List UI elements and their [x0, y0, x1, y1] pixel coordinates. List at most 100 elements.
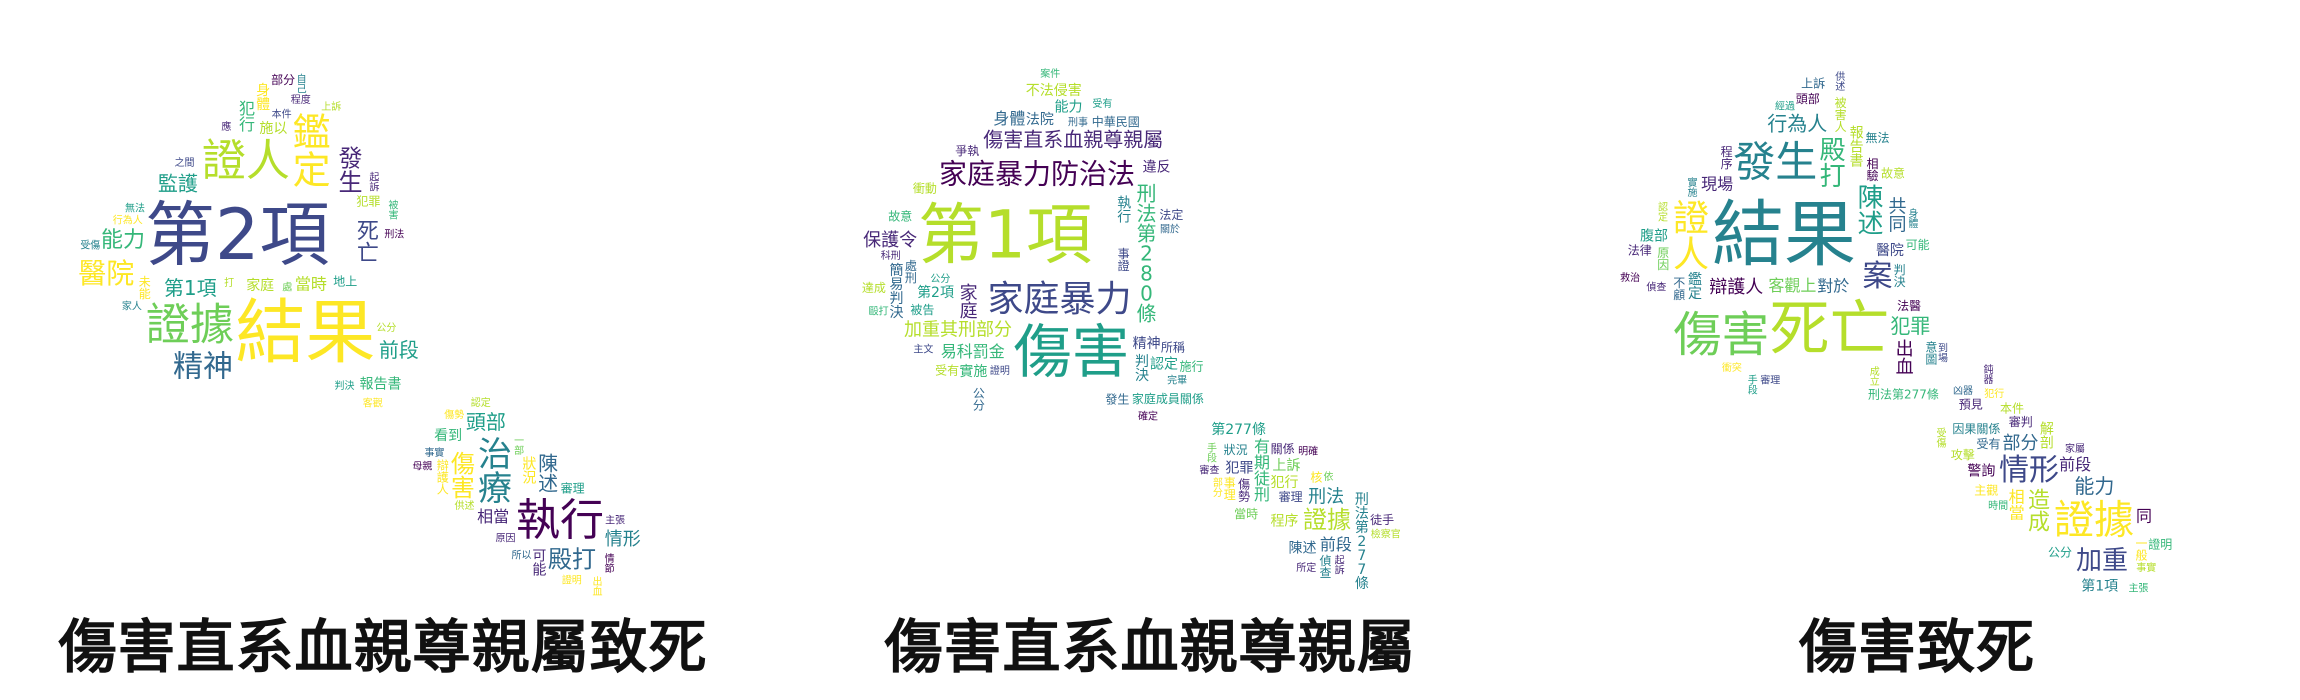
cloud-word: 鈍器	[1983, 363, 1993, 386]
cloud-word: 被害	[389, 199, 399, 222]
cloud-word: 程度	[291, 93, 311, 106]
cloud-word: 證明	[562, 574, 582, 587]
cloud-word: 爭執	[955, 144, 979, 158]
cloud-word: 傷害	[1673, 307, 1769, 363]
cloud-word: 主張	[2128, 582, 2148, 594]
cloud-word: 原因	[496, 533, 516, 545]
cloud-word: 報告書	[1850, 125, 1864, 169]
cloud-word: 犯罪	[1890, 314, 1930, 338]
cloud-word: 案件	[1040, 67, 1060, 80]
cloud-word: 能力	[1055, 100, 1083, 116]
cloud-word: 行為人	[1767, 111, 1827, 135]
cloud-word: 程序	[1721, 144, 1733, 171]
cloud-word: 事理	[1224, 476, 1236, 502]
cloud-word: 受傷	[1937, 428, 1947, 450]
cloud-word: 無法	[1866, 130, 1890, 145]
cloud-word: 故意	[1881, 166, 1905, 181]
cloud-word: 到場	[1938, 342, 1948, 364]
cloud-word: 一部	[514, 436, 524, 457]
cloud-word: 實施	[959, 363, 987, 380]
cloud-word: 認定	[471, 396, 491, 409]
cloud-word: 刑法第277條	[1868, 388, 1939, 402]
cloud-word: 出血	[593, 575, 603, 598]
cloud-word: 判決	[334, 380, 354, 392]
cloud-word: 施行	[1179, 360, 1203, 374]
cloud-word: 本件	[2000, 402, 2024, 416]
wordcloud-caption: 傷害致死	[1798, 613, 2035, 681]
cloud-word: 本件	[272, 107, 292, 120]
cloud-word: 被告	[910, 303, 934, 317]
cloud-word: 認定	[1150, 356, 1178, 372]
cloud-word: 精神	[1133, 336, 1161, 352]
cloud-word: 死亡	[1770, 295, 1890, 365]
cloud-word: 母親	[412, 459, 432, 472]
cloud-word: 主文	[913, 342, 933, 355]
cloud-word: 狀況	[1224, 442, 1248, 457]
cloud-word: 易科罰金	[941, 342, 1005, 361]
cloud-word: 證人	[202, 136, 290, 187]
cloud-word: 故意	[888, 209, 912, 224]
cloud-word: 第2項	[917, 284, 954, 301]
cloud-word: 部分	[1213, 476, 1223, 499]
cloud-word: 發生	[1105, 391, 1129, 406]
cloud-word: 所稱	[1161, 340, 1185, 354]
cloud-word: 醫院	[78, 257, 134, 290]
cloud-word: 證明	[990, 364, 1010, 377]
cloud-word: 執行	[516, 495, 604, 546]
cloud-word: 監護	[158, 172, 198, 196]
cloud-word: 時間	[1988, 500, 2008, 512]
cloud-word: 當時	[295, 274, 327, 293]
cloud-word: 主觀	[1974, 483, 1998, 497]
cloud-word: 有期徒刑	[1254, 437, 1270, 504]
wordcloud-panel-1: 第2項 結果 證據 證人 執行 鑑定 治療 精神 醫院 殿打 發生 傷害 死亡 能力 陳述 第1項 頭部 前段 監護…	[0, 0, 766, 700]
cloud-word: 頭部	[466, 410, 506, 434]
cloud-word: 所以	[512, 550, 532, 562]
cloud-word: 客觀上	[1768, 276, 1816, 295]
cloud-word: 家庭暴力防治法	[939, 157, 1135, 190]
cloud-word: 明確	[1298, 445, 1318, 458]
cloud-word: 公分	[973, 386, 985, 412]
wordcloud-panel-3: 結果 死亡 傷害 發生 證據 證人 情形 案 殿打 加重 陳述 造成 犯罪 行為人 能力 共同 部分 出血 辯護人前…	[1534, 0, 2300, 700]
cloud-word: 達成	[862, 281, 886, 295]
cloud-word: 應	[221, 120, 231, 133]
cloud-word: 犯罪	[1225, 461, 1253, 477]
cloud-word: 手段	[1748, 373, 1758, 396]
cloud-word: 辯護人	[437, 458, 449, 496]
cloud-word: 加重	[2076, 546, 2128, 576]
cloud-word: 主張	[605, 514, 625, 526]
cloud-word: 審理	[561, 480, 585, 495]
cloud-word: 公分	[930, 273, 950, 285]
cloud-word: 審判	[2009, 414, 2033, 429]
cloud-word: 偵查	[1646, 281, 1666, 294]
cloud-word: 違反	[1143, 160, 1171, 176]
cloud-word: 能力	[2074, 474, 2114, 498]
cloud-word: 偵查	[1320, 554, 1332, 580]
wordcloud-caption: 傷害直系血親尊親屬致死	[58, 613, 708, 681]
cloud-word: 辯護人	[1709, 277, 1763, 298]
cloud-word: 刑法	[1308, 486, 1344, 507]
cloud-word: 身體	[256, 83, 270, 113]
cloud-word: 出血	[1896, 339, 1914, 378]
cloud-word: 發生	[339, 144, 363, 196]
cloud-word: 簡易判決	[889, 263, 903, 321]
cloud-word: 所定	[1296, 561, 1316, 574]
cloud-word: 相驗	[1866, 157, 1878, 183]
cloud-word: 判決	[1135, 354, 1149, 384]
cloud-word: 毆打	[869, 304, 889, 317]
cloud-word: 家人	[122, 299, 142, 312]
cloud-word: 犯行	[1270, 475, 1298, 491]
cloud-word: 手段	[1207, 441, 1217, 464]
cloud-word: 法律	[1628, 243, 1652, 257]
cloud-word: 部分	[271, 72, 295, 87]
cloud-word: 實施	[1688, 176, 1698, 199]
cloud-word: 施以	[259, 121, 287, 137]
cloud-word: 中華民國	[1092, 114, 1140, 129]
cloud-word: 當時	[1234, 507, 1258, 521]
cloud-word: 刑事	[1068, 116, 1088, 129]
cloud-word: 受有	[935, 363, 959, 377]
cloud-word: 依	[1323, 470, 1333, 483]
cloud-word: 刑法第 2 8 0 條	[1137, 181, 1157, 325]
cloud-word: 核	[1310, 471, 1322, 485]
